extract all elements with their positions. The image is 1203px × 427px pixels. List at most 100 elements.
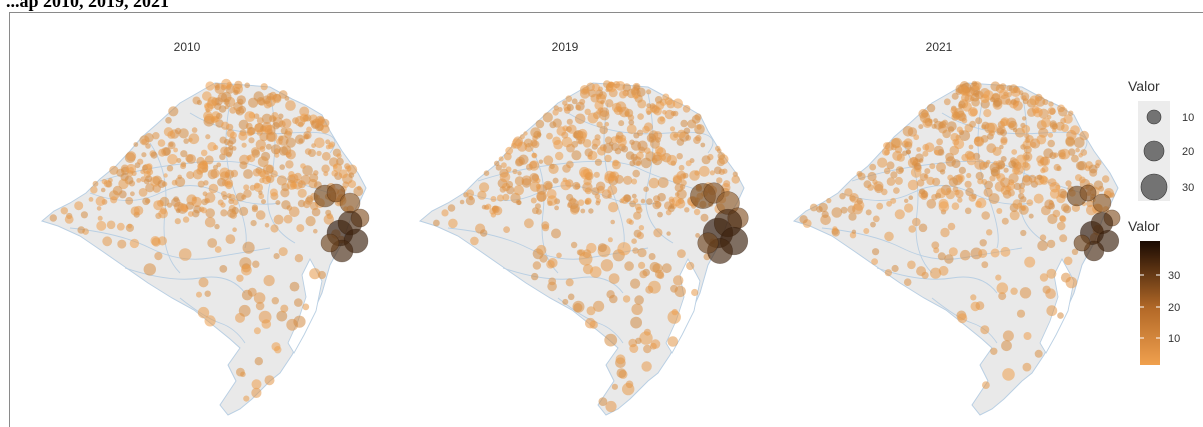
municipality-point bbox=[931, 123, 937, 129]
municipality-point bbox=[1059, 234, 1068, 243]
municipal-border bbox=[876, 267, 998, 294]
municipality-point bbox=[614, 147, 622, 155]
municipality-point bbox=[1047, 132, 1054, 138]
municipality-point bbox=[562, 164, 571, 173]
municipality-point bbox=[310, 201, 319, 211]
municipality-point bbox=[839, 193, 846, 200]
municipality-point bbox=[250, 220, 257, 227]
municipality-point bbox=[957, 313, 968, 324]
municipality-point bbox=[196, 99, 202, 106]
municipality-point bbox=[896, 153, 905, 162]
municipality-point bbox=[154, 252, 163, 261]
municipality-point bbox=[649, 103, 656, 109]
municipality-point bbox=[1006, 92, 1012, 98]
municipality-point bbox=[261, 199, 266, 205]
municipality-point bbox=[137, 158, 144, 165]
color-legend: Valor 30 20 10 bbox=[1128, 218, 1180, 365]
municipality-point bbox=[632, 169, 640, 178]
municipality-point bbox=[937, 149, 945, 156]
municipality-point bbox=[133, 205, 144, 216]
municipality-point bbox=[545, 182, 553, 190]
municipality-point bbox=[1065, 137, 1075, 147]
municipality-point bbox=[228, 198, 234, 205]
municipality-point bbox=[552, 109, 559, 116]
municipality-point bbox=[890, 197, 897, 204]
municipality-point bbox=[1039, 234, 1047, 241]
municipality-point bbox=[241, 289, 253, 301]
municipality-point bbox=[670, 110, 676, 116]
municipality-point bbox=[957, 197, 963, 203]
municipality-point bbox=[501, 162, 507, 169]
municipality-point bbox=[1013, 182, 1021, 191]
municipality-point bbox=[916, 147, 922, 152]
municipality-point bbox=[981, 211, 990, 220]
municipality-point bbox=[531, 152, 538, 159]
municipality-point bbox=[642, 125, 650, 134]
municipality-point bbox=[502, 193, 510, 201]
municipality-point bbox=[1034, 349, 1043, 358]
municipality-point bbox=[904, 203, 914, 213]
municipality-point bbox=[141, 138, 147, 145]
municipality-point bbox=[284, 96, 290, 101]
municipality-point bbox=[606, 290, 615, 299]
municipality-point bbox=[241, 142, 247, 148]
color-tick-label: 30 bbox=[1168, 270, 1180, 282]
municipality-point bbox=[518, 154, 529, 165]
municipality-point bbox=[243, 395, 250, 402]
municipality-point bbox=[178, 248, 192, 261]
municipality-point bbox=[983, 109, 992, 118]
municipality-point bbox=[283, 214, 293, 224]
municipality-point bbox=[197, 306, 210, 319]
municipality-point bbox=[229, 211, 238, 219]
municipality-point bbox=[959, 86, 969, 96]
municipality-point bbox=[908, 195, 914, 200]
municipality-point bbox=[162, 147, 172, 156]
municipality-point bbox=[470, 236, 479, 246]
municipality-point bbox=[196, 291, 202, 298]
municipality-point bbox=[940, 227, 950, 238]
municipal-border bbox=[821, 227, 1023, 260]
municipality-point bbox=[695, 233, 700, 238]
municipality-point bbox=[205, 81, 215, 91]
municipality-point bbox=[966, 156, 976, 166]
municipality-point bbox=[590, 93, 600, 103]
panel-title: 2010 bbox=[174, 40, 201, 54]
municipality-point bbox=[133, 142, 139, 147]
municipality-point bbox=[610, 219, 615, 225]
municipality-point bbox=[672, 98, 683, 109]
municipality-point bbox=[662, 93, 670, 101]
municipality-point bbox=[679, 184, 686, 190]
municipality-point bbox=[205, 208, 215, 218]
municipality-point bbox=[510, 142, 517, 149]
municipality-point bbox=[628, 338, 637, 348]
municipality-point bbox=[1003, 167, 1009, 173]
municipality-point bbox=[575, 104, 581, 111]
municipality-point bbox=[294, 254, 304, 263]
municipality-point bbox=[562, 298, 569, 305]
municipality-point bbox=[595, 200, 601, 206]
municipality-point bbox=[447, 204, 456, 212]
municipality-point bbox=[567, 293, 575, 301]
municipality-point bbox=[691, 288, 699, 297]
municipality-point bbox=[929, 163, 936, 170]
municipality-point bbox=[669, 126, 676, 132]
municipality-point bbox=[1005, 98, 1012, 106]
municipality-point bbox=[659, 154, 666, 161]
municipality-point bbox=[628, 119, 635, 126]
municipality-point bbox=[935, 192, 942, 199]
municipality-point bbox=[608, 202, 619, 213]
municipality-point bbox=[979, 239, 987, 247]
municipality-point bbox=[648, 253, 656, 260]
municipality-point bbox=[852, 203, 863, 215]
municipality-point bbox=[536, 191, 547, 202]
municipality-point bbox=[939, 169, 946, 175]
municipality-point bbox=[165, 117, 172, 124]
municipality-point bbox=[639, 270, 648, 279]
municipality-point bbox=[576, 249, 583, 256]
municipality-point bbox=[1061, 203, 1070, 212]
municipality-point bbox=[251, 379, 262, 390]
municipality-point bbox=[582, 139, 592, 148]
municipality-point bbox=[499, 171, 511, 183]
municipality-point bbox=[562, 100, 568, 106]
municipality-point bbox=[964, 180, 972, 188]
